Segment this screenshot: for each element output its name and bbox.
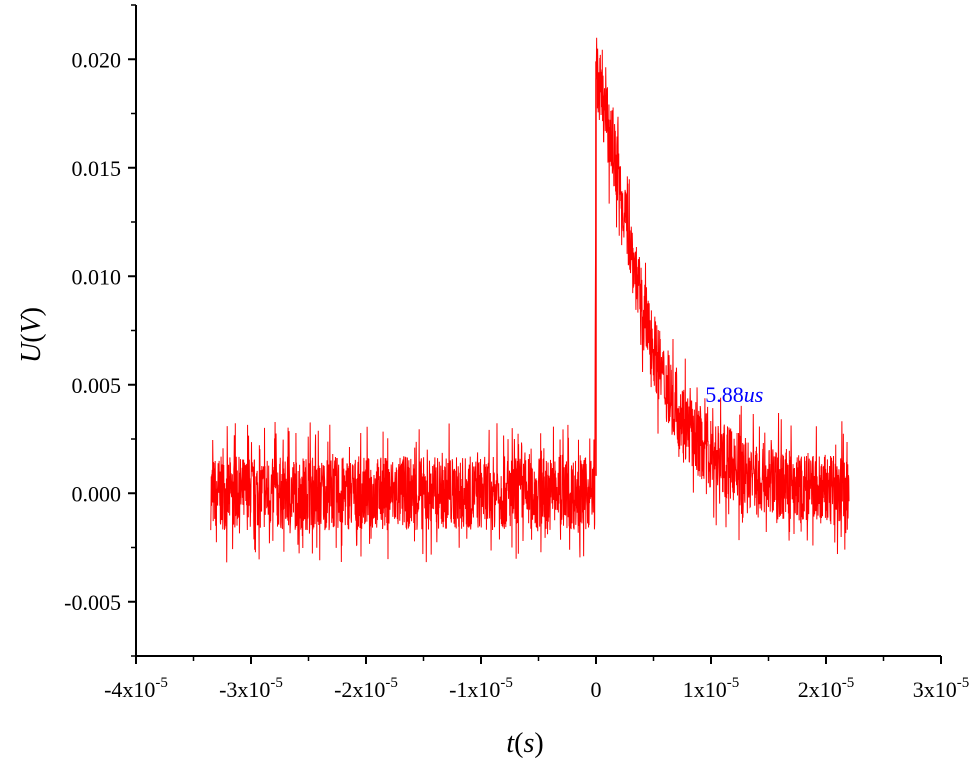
y-tick-label: 0.020 — [72, 47, 122, 72]
x-tick-label: 2x10-5 — [798, 675, 855, 702]
y-tick-label: 0.005 — [72, 373, 122, 398]
x-tick-label: 0 — [591, 677, 602, 702]
y-tick-label: 0.000 — [72, 481, 122, 506]
x-tick-label: -3x10-5 — [219, 675, 283, 702]
x-tick-label: -2x10-5 — [334, 675, 398, 702]
series-layer — [210, 37, 850, 563]
plot-frame — [135, 5, 941, 657]
x-axis-unit: s — [523, 728, 534, 759]
x-tick-label: 3x10-5 — [913, 675, 970, 702]
y-axis-var: U — [16, 341, 47, 363]
x-axis-title: t(s) — [506, 728, 543, 759]
y-axis-title: U(V) — [16, 307, 47, 363]
x-axis-var: t — [506, 728, 515, 759]
y-tick-label: -0.005 — [64, 590, 121, 615]
x-tick-label: -1x10-5 — [449, 675, 513, 702]
y-ticks: 0.020 0.015 0.010 0.005 0.000 -0.005 — [64, 4, 136, 657]
x-tick-label: -4x10-5 — [104, 675, 168, 702]
x-tick-label: 1x10-5 — [683, 675, 740, 702]
y-axis-unit: V — [16, 313, 47, 333]
x-ticks: -4x10-5 -3x10-5 -2x10-5 -1x10-5 0 1x10-5 2x10-… — [104, 656, 969, 702]
series-line — [210, 37, 850, 563]
decay-time-annotation: 5.88us — [705, 382, 763, 407]
y-tick-label: 0.015 — [72, 156, 122, 181]
y-tick-label: 0.010 — [72, 264, 122, 289]
annotation-layer: 5.88us — [705, 382, 763, 407]
